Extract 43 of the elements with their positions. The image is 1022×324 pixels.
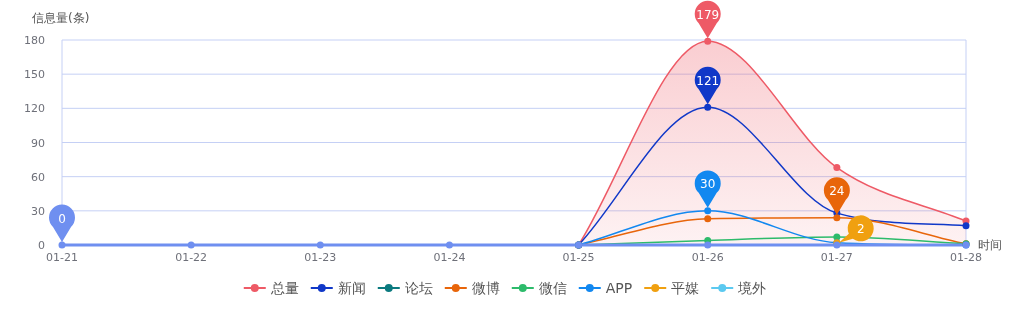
y-axis-title: 信息量(条) — [32, 11, 90, 25]
point — [58, 241, 66, 249]
y-tick-label: 0 — [38, 239, 45, 252]
point — [704, 37, 712, 45]
x-axis-title: 时间 — [978, 238, 1002, 252]
data-label: 24 — [829, 184, 845, 199]
data-label: 0 — [58, 211, 66, 226]
point — [962, 222, 970, 230]
x-tick-label: 01-24 — [433, 251, 466, 264]
x-tick-label: 01-28 — [950, 251, 982, 264]
point — [833, 164, 841, 172]
y-tick-label: 150 — [24, 68, 45, 82]
y-tick-label: 30 — [31, 204, 45, 218]
legend-label: 新闻 — [337, 280, 366, 296]
point — [833, 214, 841, 222]
x-tick-label: 01-22 — [175, 251, 208, 264]
y-tick-label: 90 — [31, 136, 45, 150]
legend-label: 平媒 — [671, 280, 700, 296]
data-label: 179 — [696, 7, 720, 22]
point — [187, 241, 195, 249]
x-tick-label: 01-27 — [820, 251, 853, 264]
point — [704, 215, 712, 223]
legend-label: APP — [605, 280, 633, 296]
x-tick-label: 01-26 — [691, 251, 724, 264]
y-tick-label: 60 — [31, 170, 45, 184]
legend-label: 总量 — [269, 280, 299, 296]
legend-label: 微博 — [471, 280, 500, 296]
legend-label: 微信 — [538, 280, 567, 296]
point — [704, 103, 712, 111]
point — [316, 241, 324, 249]
data-label: 121 — [696, 73, 720, 88]
x-tick-label: 01-21 — [46, 251, 78, 264]
x-tick-label: 01-23 — [304, 251, 337, 264]
y-tick-label: 120 — [24, 102, 45, 116]
data-label: 2 — [857, 222, 865, 237]
point — [445, 241, 453, 249]
x-tick-label: 01-25 — [562, 251, 595, 264]
data-label: 30 — [700, 177, 716, 192]
point — [704, 241, 712, 249]
legend-label: 境外 — [737, 280, 767, 296]
legend-label: 论坛 — [404, 280, 433, 296]
y-tick-label: 180 — [24, 34, 45, 47]
point — [704, 207, 712, 215]
